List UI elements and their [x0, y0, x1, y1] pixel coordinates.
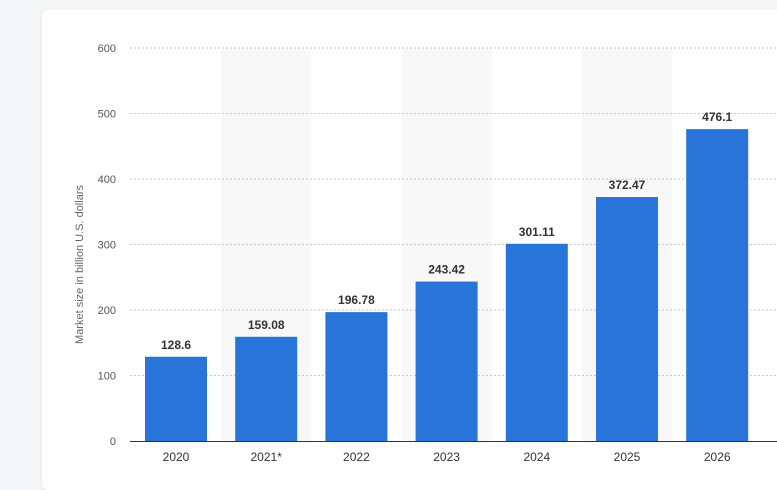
- x-tick-label: 2020: [163, 450, 190, 464]
- y-tick-label: 200: [98, 305, 116, 317]
- y-axis-title: Market size in billion U.S. dollars: [74, 185, 86, 344]
- x-axis-ticks: 2020 2021* 2022 2023 2024 2025 2026: [163, 450, 731, 464]
- bar[interactable]: [686, 129, 749, 441]
- bars: [145, 129, 749, 441]
- bar[interactable]: [145, 356, 207, 441]
- x-tick-label: 2026: [704, 450, 731, 464]
- bar[interactable]: [235, 336, 298, 441]
- bar[interactable]: [415, 281, 478, 441]
- bar-value-label: 372.47: [609, 178, 646, 192]
- x-tick-label: 2021*: [251, 450, 283, 464]
- y-tick-label: 400: [98, 174, 116, 186]
- bar-value-label: 159.08: [248, 318, 285, 332]
- bar[interactable]: [325, 312, 388, 441]
- bar-value-label: 196.78: [338, 293, 375, 307]
- bar-value-label: 243.42: [428, 263, 465, 277]
- data-labels: 128.6 159.08 196.78 243.42 301.11 372.47 476.1: [161, 110, 733, 352]
- bar[interactable]: [596, 197, 658, 441]
- x-tick-label: 2025: [614, 450, 641, 464]
- y-tick-label: 600: [98, 43, 116, 55]
- x-tick-label: 2022: [343, 450, 370, 464]
- y-tick-label: 300: [98, 240, 116, 252]
- chart-card: 0 100 200 300 400 500 600 128.6 159.08 196.78 243…: [42, 10, 777, 490]
- bar-value-label: 476.1: [702, 110, 732, 124]
- x-tick-label: 2024: [523, 450, 550, 464]
- bar-value-label: 301.11: [519, 225, 555, 239]
- bar-value-label: 128.6: [161, 338, 191, 352]
- y-tick-label: 0: [110, 436, 116, 448]
- bar-chart: 0 100 200 300 400 500 600 128.6 159.08 196.78 243…: [74, 43, 777, 464]
- y-tick-label: 500: [98, 109, 116, 121]
- bar[interactable]: [505, 243, 568, 441]
- y-axis-ticks: 0 100 200 300 400 500 600: [98, 43, 116, 448]
- y-tick-label: 100: [98, 371, 116, 383]
- x-tick-label: 2023: [433, 450, 460, 464]
